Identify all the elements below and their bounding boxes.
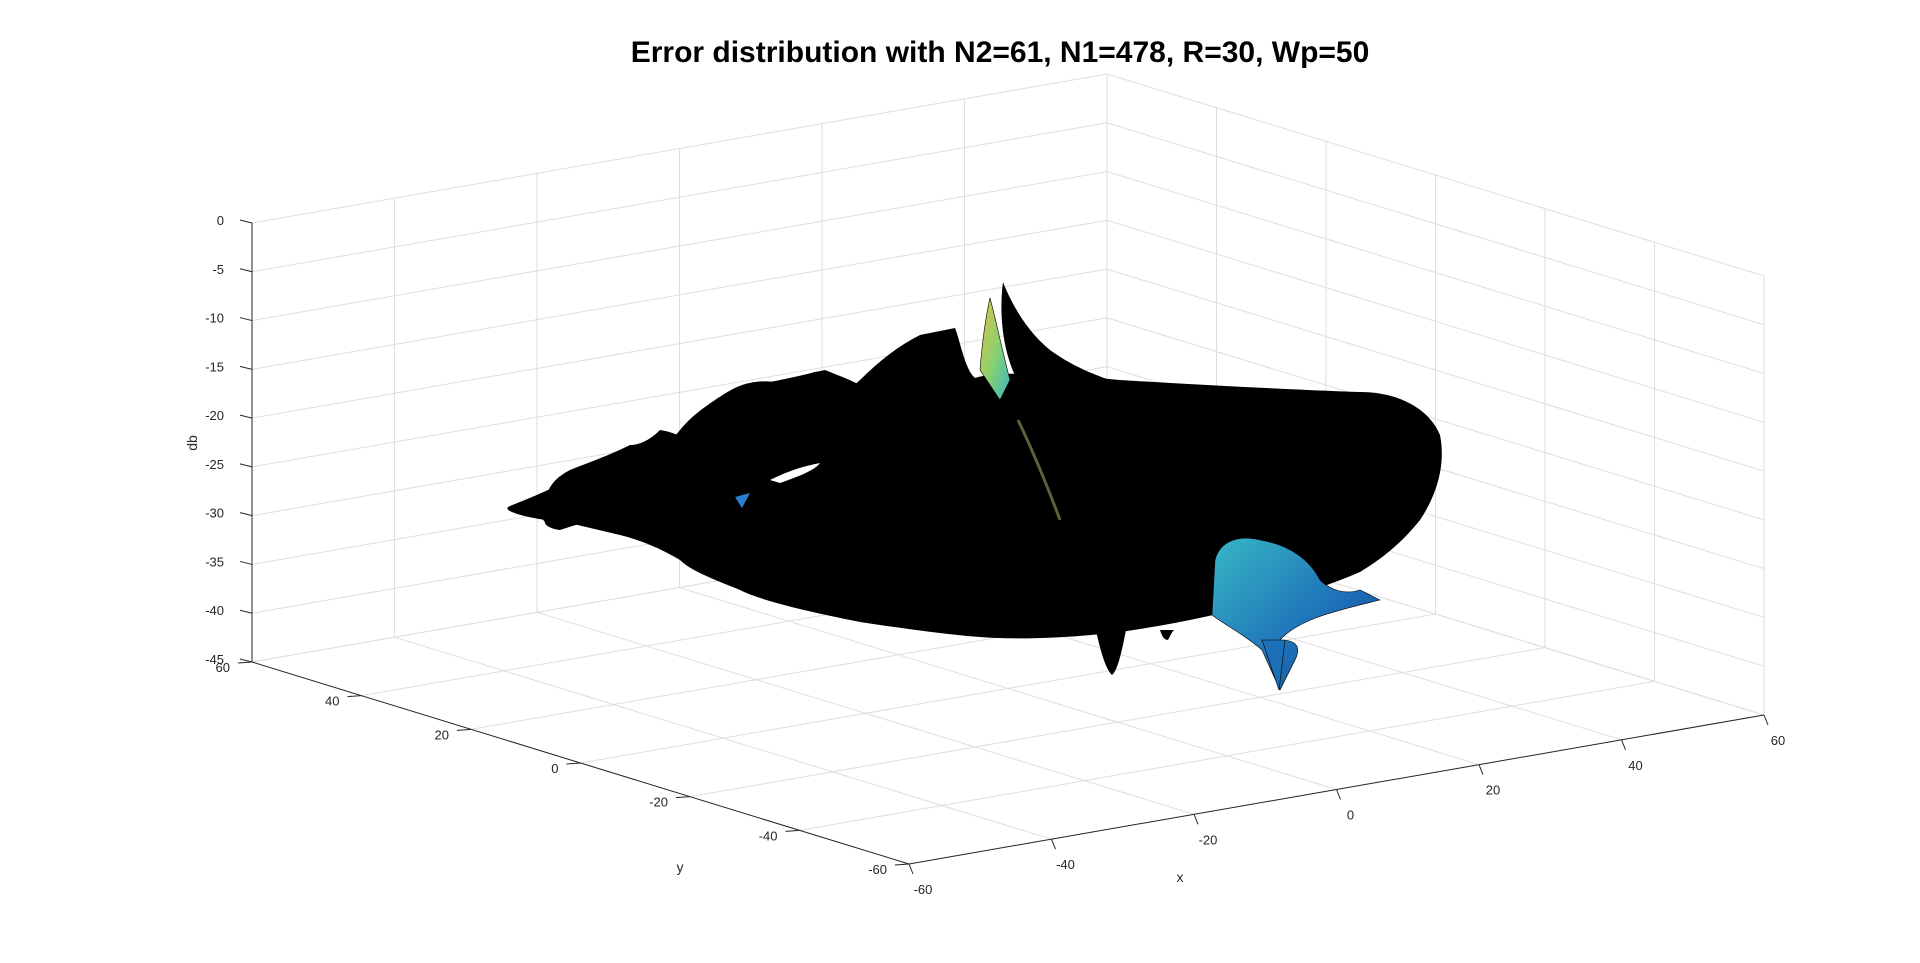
- z-tick-mark: [239, 560, 253, 565]
- z-tick-label: -10: [205, 311, 224, 326]
- x-tick-label: -60: [914, 882, 933, 897]
- y-tick-label: -40: [759, 828, 778, 843]
- y-tick-label: -60: [868, 862, 887, 877]
- z-tick-label: -45: [205, 652, 224, 667]
- x-tick-mark: [1621, 739, 1626, 751]
- x-tick-mark: [1336, 789, 1341, 800]
- surface-teal-dip: [1261, 639, 1286, 691]
- x-tick-mark: [1763, 714, 1769, 726]
- z-tick-mark: [239, 463, 253, 468]
- y-tick-label: 0: [551, 761, 558, 776]
- z-tick-label: -35: [205, 554, 224, 569]
- z-tick-mark: [239, 658, 253, 663]
- y-tick-mark: [456, 728, 472, 731]
- back-wall-grid-z: [251, 73, 1108, 224]
- side-wall-grid-z: [1106, 268, 1765, 472]
- z-tick-label: -25: [205, 457, 224, 472]
- y-tick-label: 20: [435, 727, 449, 742]
- chart-title: Error distribution with N2=61, N1=478, R…: [631, 36, 1370, 69]
- back-wall-grid-z: [251, 219, 1108, 370]
- y-tick-mark: [894, 863, 910, 866]
- y-axis-label: y: [677, 859, 684, 875]
- side-wall-grid-z: [1106, 219, 1765, 423]
- y-tick-mark: [347, 695, 362, 698]
- back-wall-grid-z: [251, 317, 1108, 468]
- y-tick-mark: [237, 661, 253, 664]
- y-tick-mark: [785, 829, 800, 832]
- z-tick-mark: [239, 268, 253, 273]
- floor-grid-y: [799, 680, 1655, 831]
- z-tick-label: -15: [205, 359, 224, 374]
- x-tick-mark: [908, 863, 914, 875]
- floor-grid-y: [689, 647, 1546, 798]
- side-wall-grid-z: [1106, 122, 1765, 326]
- x-tick-label: -40: [1056, 857, 1075, 872]
- y-tick-label: -20: [649, 795, 668, 810]
- surface-peak-spike: [979, 297, 1011, 401]
- z-tick-label: -30: [205, 506, 224, 521]
- z-tick-mark: [239, 317, 253, 322]
- y-tick-label: 60: [216, 660, 230, 675]
- y-tick-mark: [675, 796, 691, 799]
- x-axis-label: x: [1177, 869, 1184, 885]
- side-wall-grid-z: [1106, 73, 1765, 277]
- z-tick-mark: [239, 512, 253, 517]
- surface-peak-rim: [1001, 282, 1140, 420]
- surface-blue-sliver: [735, 493, 750, 508]
- axis-lines: [237, 219, 1769, 875]
- error-surface: [507, 282, 1442, 691]
- z-tick-mark: [239, 365, 253, 370]
- back-wall-grid-z: [251, 122, 1108, 273]
- surface-drip-1: [1096, 630, 1126, 675]
- side-wall-grid-z: [1106, 171, 1765, 375]
- back-wall-grid-z: [251, 268, 1108, 419]
- x-tick-mark: [1478, 764, 1484, 775]
- x-tick-label: 60: [1771, 733, 1785, 748]
- x-tick-label: -20: [1199, 832, 1218, 847]
- surface-drip-2: [1160, 630, 1174, 640]
- z-tick-label: -5: [212, 262, 224, 277]
- surface-tongue-tip: [541, 465, 665, 522]
- x-tick-label: 40: [1628, 758, 1642, 773]
- z-tick-label: -40: [205, 603, 224, 618]
- y-tick-label: 40: [325, 694, 339, 709]
- y-tick-mark: [566, 762, 581, 765]
- z-tick-mark: [239, 609, 253, 614]
- z-tick-label: -20: [205, 408, 224, 423]
- z-tick-mark: [239, 414, 253, 419]
- x-tick-mark: [1051, 838, 1056, 850]
- tick-labels: -60 -40 -20 0 20 40 60 -60 -40 -20 0 20 40 60 0 -5 -10 -1…: [205, 213, 1785, 897]
- surface-gap: [770, 463, 820, 483]
- surface-peak-rib: [1016, 419, 1062, 521]
- x-tick-label: 20: [1486, 783, 1500, 798]
- x-tick-label: 0: [1347, 808, 1354, 823]
- z-tick-label: 0: [217, 213, 224, 228]
- side-wall-grid-z: [1106, 317, 1765, 521]
- x-tick-mark: [1193, 814, 1199, 825]
- z-axis-label: db: [184, 435, 200, 451]
- surface-teal-lobe: [1211, 537, 1381, 691]
- z-tick-mark: [239, 219, 253, 224]
- back-wall-grid-z: [251, 171, 1108, 322]
- floor-grid-y: [580, 613, 1436, 764]
